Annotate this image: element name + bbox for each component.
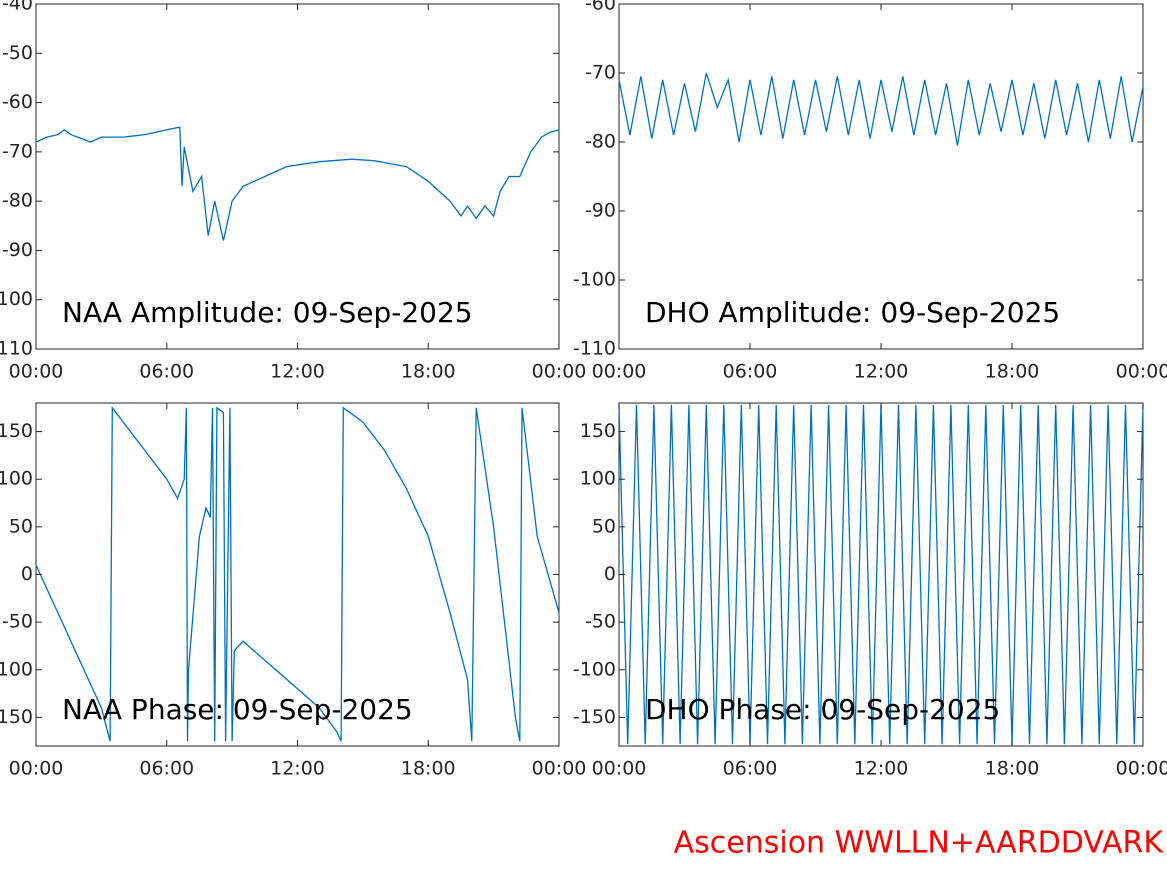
x-tick-label: 12:00 [854,361,909,383]
data-line [618,72,1144,146]
y-tick-label: -50 [585,611,616,633]
x-tick-label: 06:00 [139,758,194,780]
x-tick-label: 00:00 [532,758,587,780]
y-tick-label: -40 [2,0,33,15]
y-tick-label: -150 [0,706,33,728]
y-tick-label: -60 [2,91,33,113]
x-tick-label: 00:00 [592,361,647,383]
x-tick-label: 06:00 [139,361,194,383]
x-tick-label: 00:00 [592,758,647,780]
y-tick-label: 150 [0,420,33,442]
x-tick-label: 00:00 [1116,361,1167,383]
x-tick-label: 18:00 [401,361,456,383]
y-tick-label: -100 [573,269,616,291]
footer: Ascension WWLLN+AARDDVARK [674,826,1165,861]
y-tick-label: -90 [585,200,616,222]
y-tick-label: 100 [0,468,33,490]
x-tick-label: 12:00 [270,758,325,780]
y-tick-label: 100 [580,468,616,490]
annotation: DHO Amplitude: 09-Sep-2025 [645,296,1060,329]
x-tick-label: 06:00 [723,758,778,780]
y-tick-label: 0 [604,563,616,585]
y-tick-label: -50 [2,611,33,633]
y-tick-label: -60 [585,0,616,15]
y-tick-label: 0 [21,563,33,585]
y-tick-label: -100 [0,658,33,680]
x-tick-label: 00:00 [1116,758,1167,780]
y-tick-label: -90 [2,239,33,261]
y-tick-label: 50 [592,515,616,537]
y-tick-label: -150 [573,706,616,728]
x-tick-label: 06:00 [723,361,778,383]
x-tick-label: 12:00 [270,361,325,383]
x-tick-label: 00:00 [532,361,587,383]
y-tick-label: 150 [580,420,616,442]
y-tick-label: -110 [573,338,616,360]
y-tick-label: -80 [2,190,33,212]
y-tick-label: -100 [573,658,616,680]
x-tick-label: 00:00 [9,361,64,383]
x-tick-label: 12:00 [854,758,909,780]
data-line [35,126,560,241]
x-tick-label: 18:00 [985,361,1040,383]
x-tick-label: 18:00 [985,758,1040,780]
y-tick-label: -100 [0,288,33,310]
y-tick-label: -50 [2,42,33,64]
data-line [35,405,560,742]
annotation: DHO Phase: 09-Sep-2025 [645,693,1000,726]
y-tick-label: -80 [585,131,616,153]
y-tick-label: 50 [9,515,33,537]
x-tick-label: 18:00 [401,758,456,780]
y-tick-label: -70 [2,140,33,162]
annotation: NAA Amplitude: 09-Sep-2025 [62,296,473,329]
x-tick-label: 00:00 [9,758,64,780]
y-tick-label: -110 [0,338,33,360]
y-tick-label: -70 [585,62,616,84]
annotation: NAA Phase: 09-Sep-2025 [62,693,413,726]
